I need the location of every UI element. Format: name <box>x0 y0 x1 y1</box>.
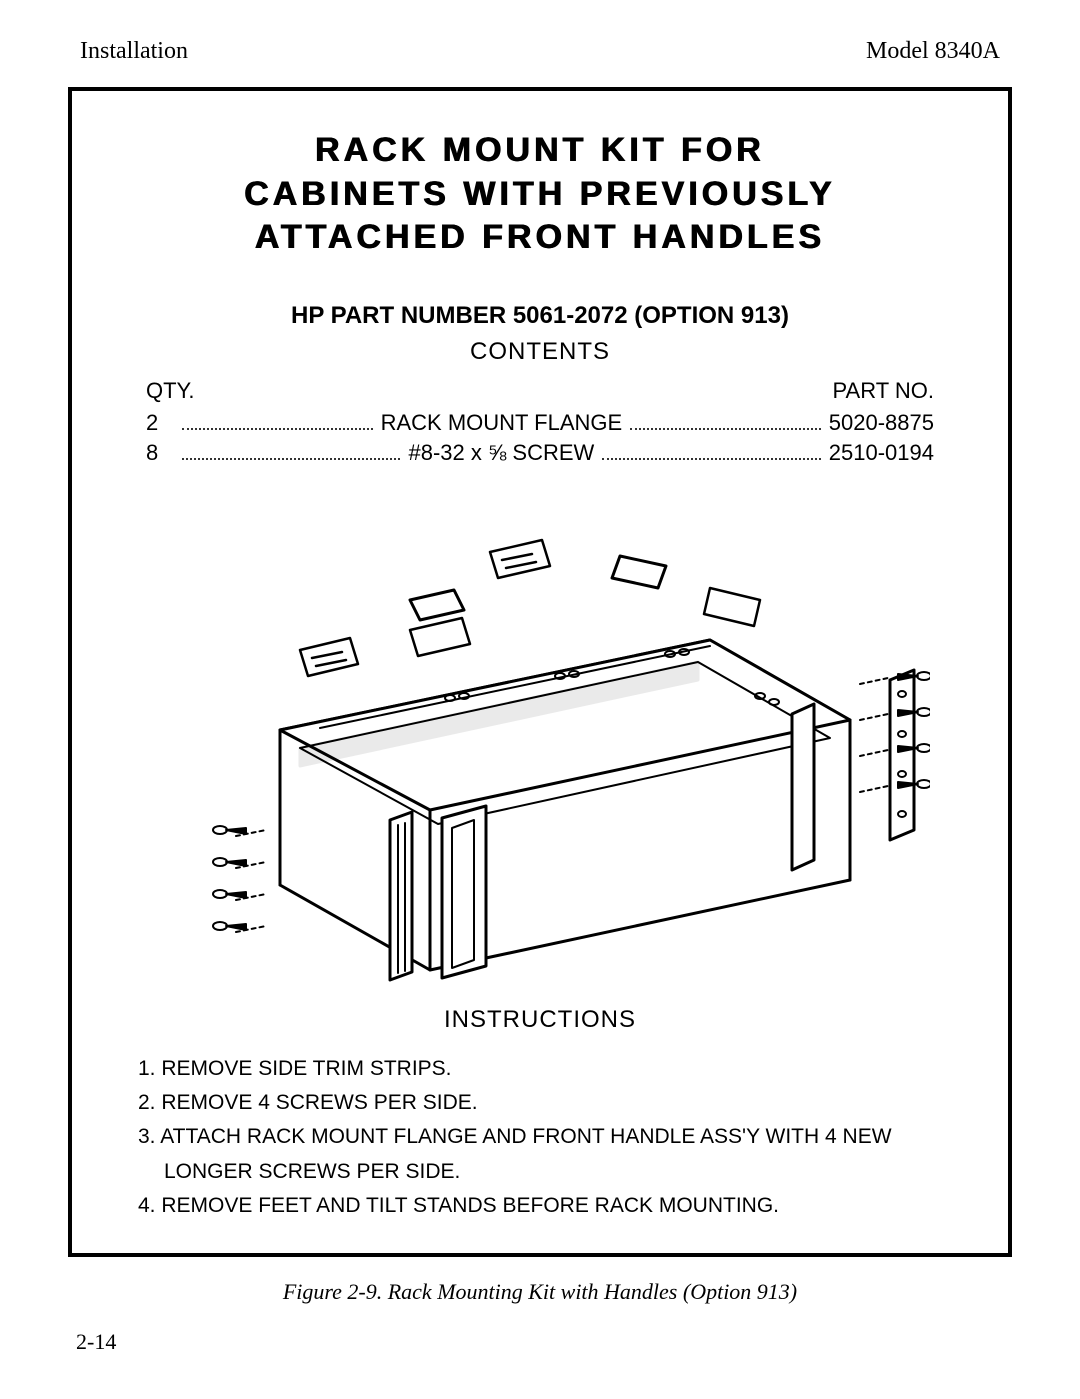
content-frame: RACK MOUNT KIT FOR CABINETS WITH PREVIOU… <box>68 87 1012 1257</box>
cell-desc: #8-32 x ⅝ SCREW <box>408 440 594 466</box>
title-line-1: RACK MOUNT KIT FOR <box>112 129 968 173</box>
instructions-label: INSTRUCTIONS <box>112 1006 968 1034</box>
table-row: 8 #8-32 x ⅝ SCREW 2510-0194 <box>146 440 934 466</box>
figure-caption: Figure 2-9. Rack Mounting Kit with Handl… <box>50 1279 1030 1305</box>
instructions-list: 1. REMOVE SIDE TRIM STRIPS. 2. REMOVE 4 … <box>138 1054 942 1222</box>
instruction-step: 4. REMOVE FEET AND TILT STANDS BEFORE RA… <box>138 1191 942 1221</box>
table-row: 2 RACK MOUNT FLANGE 5020-8875 <box>146 410 934 436</box>
leader-dots <box>182 446 400 459</box>
trim-strip-left <box>390 812 412 980</box>
cell-desc: RACK MOUNT FLANGE <box>381 410 623 436</box>
title-block: RACK MOUNT KIT FOR CABINETS WITH PREVIOU… <box>112 129 968 260</box>
page-header: Installation Model 8340A <box>80 38 1000 65</box>
cell-part: 2510-0194 <box>829 440 934 466</box>
leader-dots <box>602 446 820 459</box>
contents-table: QTY. PART NO. 2 RACK MOUNT FLANGE 5020-8… <box>146 378 934 466</box>
assembly-diagram <box>150 480 930 1000</box>
contents-header-row: QTY. PART NO. <box>146 378 934 404</box>
part-number-subtitle: HP PART NUMBER 5061-2072 (OPTION 913) <box>112 302 968 330</box>
header-right: Model 8340A <box>866 38 1000 65</box>
front-handle <box>442 806 486 978</box>
title-line-2: CABINETS WITH PREVIOUSLY <box>112 173 968 217</box>
page: Installation Model 8340A RACK MOUNT KIT … <box>0 0 1080 1399</box>
header-partno: PART NO. <box>833 378 934 404</box>
cell-qty: 8 <box>146 440 174 466</box>
title-line-3: ATTACHED FRONT HANDLES <box>112 216 968 260</box>
header-qty: QTY. <box>146 378 195 404</box>
contents-label: CONTENTS <box>112 338 968 366</box>
cell-qty: 2 <box>146 410 174 436</box>
instruction-step: 3. ATTACH RACK MOUNT FLANGE AND FRONT HA… <box>138 1122 942 1152</box>
instruction-step: 2. REMOVE 4 SCREWS PER SIDE. <box>138 1088 942 1118</box>
instruction-step-cont: LONGER SCREWS PER SIDE. <box>138 1157 942 1187</box>
page-number: 2-14 <box>76 1329 116 1355</box>
leader-dots <box>630 416 821 429</box>
instruction-step: 1. REMOVE SIDE TRIM STRIPS. <box>138 1054 942 1084</box>
cell-part: 5020-8875 <box>829 410 934 436</box>
trim-strip-right <box>792 704 814 870</box>
rack-flange-right <box>890 670 914 840</box>
screws-left <box>213 826 266 932</box>
header-left: Installation <box>80 38 188 65</box>
leader-dots <box>182 416 373 429</box>
diagram-container <box>112 480 968 1000</box>
